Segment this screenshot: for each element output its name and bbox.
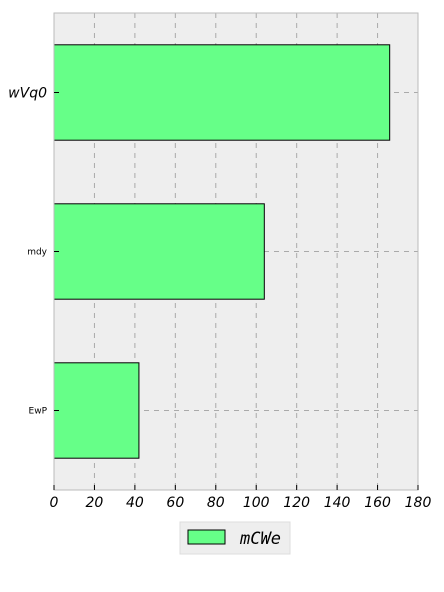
y-tick-label: EwP [29,407,48,417]
x-tick-label: 100 [243,495,270,511]
legend-label: mCWe [239,529,281,549]
x-tick-label: 80 [207,495,225,511]
x-tick-label: 140 [324,495,351,511]
x-tick-label: 20 [86,495,104,511]
x-tick-label: 60 [166,495,184,511]
bar [53,203,265,300]
legend-swatch [187,529,226,545]
y-axis-ticks: wVq0 mdy EwP [8,86,59,417]
x-axis-ticks: 0 20 40 60 80 100 120 140 160 180 [50,485,432,511]
bars [53,44,391,459]
legend: mCWe [179,521,291,555]
x-tick-label: 40 [126,495,144,511]
x-tick-label: 0 [50,495,59,511]
y-tick-label: wVq0 [8,86,47,102]
y-tick-label: mdy [27,248,47,258]
bar [53,362,140,459]
x-tick-label: 160 [364,495,391,511]
bar [53,44,391,141]
x-tick-label: 120 [283,495,310,511]
x-tick-label: 180 [405,495,432,511]
